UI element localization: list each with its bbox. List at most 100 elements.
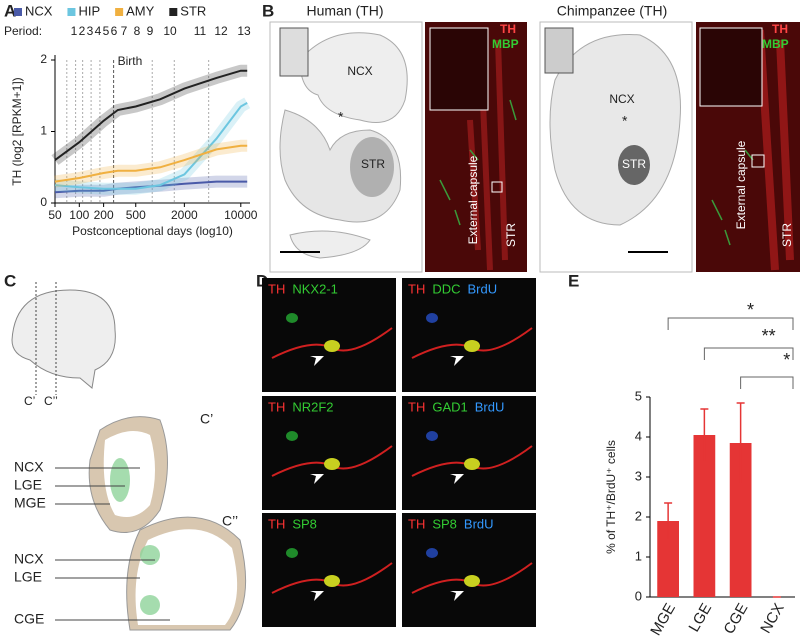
- x-axis-label: Postconceptional days (log10): [72, 224, 233, 238]
- significance-label: *: [747, 300, 754, 320]
- legend-label: HIP: [78, 3, 100, 18]
- channel-label: BrdU: [475, 399, 505, 414]
- stain-label: TH: [772, 22, 788, 36]
- micrograph: [402, 513, 536, 627]
- y-tick-label: 1: [635, 548, 642, 563]
- annotation: Birth: [118, 54, 143, 68]
- cell: [464, 575, 480, 587]
- region-label: MGE: [14, 495, 46, 511]
- brain-section: [299, 32, 408, 123]
- region-label: External capsule: [734, 140, 748, 229]
- panel-b: Human (TH) Chimpanzee (TH) NCX STR * TH …: [269, 3, 800, 273]
- legend-label: AMY: [126, 3, 155, 18]
- asterisk: *: [338, 109, 344, 125]
- y-tick-label: 2: [40, 52, 47, 66]
- legend-swatch: [169, 8, 178, 16]
- eminence: [140, 545, 160, 565]
- channel-label: SP8: [292, 516, 317, 531]
- region-label: STR: [504, 223, 518, 247]
- micrograph: [262, 278, 396, 392]
- region-label: NCX: [347, 64, 372, 78]
- channel-label: NR2F2: [292, 399, 333, 414]
- cell: [286, 548, 298, 558]
- period-number: 9: [147, 24, 154, 38]
- inset-box: [751, 154, 765, 168]
- stain-label: TH: [500, 22, 516, 36]
- x-tick-label: NCX: [757, 600, 788, 636]
- cell: [426, 431, 438, 441]
- y-tick-label: 3: [635, 468, 642, 483]
- legend-swatch: [67, 8, 76, 16]
- period-label: Period:: [4, 24, 42, 38]
- cell: [324, 458, 340, 470]
- x-tick-label: 2000: [171, 208, 198, 222]
- channel-label: TH: [408, 281, 425, 296]
- panel-d: TH NKX2-1 TH DDC BrdU TH NR2F2 TH GAD1 BrdU TH SP8 T…: [262, 278, 536, 627]
- panel-letter: B: [262, 1, 274, 20]
- panel-letter: E: [568, 271, 579, 290]
- panel-c: C’ C’’ C’ C’’ NCX LGE MGE NCX LGE CGE: [11, 282, 247, 631]
- significance-label: *: [783, 350, 790, 370]
- brain-section: [549, 34, 681, 226]
- legend-label: NCX: [25, 3, 53, 18]
- bar: [729, 443, 752, 597]
- y-tick-label: 0: [635, 588, 642, 603]
- micrograph: [262, 513, 396, 627]
- period-number: 8: [134, 24, 141, 38]
- cell: [464, 458, 480, 470]
- arrowhead: [310, 591, 324, 601]
- region-label: External capsule: [466, 155, 480, 244]
- eminence: [140, 595, 160, 615]
- inset: [279, 27, 309, 77]
- significance-label: **: [762, 326, 776, 346]
- y-tick-label: 5: [635, 388, 642, 403]
- x-tick-label: 10000: [224, 208, 258, 222]
- channel-label: TH: [268, 516, 285, 531]
- period-number: 12: [214, 24, 228, 38]
- y-axis-label: TH (log2 [RPKM+1]): [10, 77, 24, 185]
- section-label: C’: [24, 394, 35, 408]
- cell: [286, 431, 298, 441]
- striatum: [350, 137, 394, 197]
- channel-label: TH: [408, 516, 425, 531]
- region-label: CGE: [14, 611, 44, 627]
- micrograph: [402, 396, 536, 510]
- cell: [426, 548, 438, 558]
- channel-label: BrdU: [468, 281, 498, 296]
- period-number: 1: [71, 24, 78, 38]
- brain-drawing: [11, 289, 116, 389]
- stain-label: MBP: [762, 37, 789, 51]
- inset: [429, 27, 489, 111]
- channel-label: GAD1: [432, 399, 467, 414]
- stain-label: MBP: [492, 37, 519, 51]
- arrowhead: [450, 356, 464, 366]
- channel-label: TH: [268, 399, 285, 414]
- fiber: [439, 99, 517, 226]
- y-tick-label: 1: [40, 124, 47, 138]
- arrowhead: [450, 474, 464, 484]
- inset: [544, 27, 574, 74]
- line: [54, 69, 248, 161]
- region-label: STR: [780, 223, 794, 247]
- panel-title: Chimpanzee (TH): [557, 3, 667, 19]
- x-tick-label: MGE: [647, 600, 679, 638]
- bar: [693, 435, 716, 597]
- micrograph: [262, 396, 396, 510]
- cell: [464, 340, 480, 352]
- legend-swatch: [14, 8, 22, 16]
- eminence: [110, 458, 130, 502]
- striatum: [618, 145, 650, 185]
- period-number: 11: [194, 24, 207, 38]
- line: [54, 144, 248, 183]
- y-tick-label: 4: [635, 428, 642, 443]
- period-number: 2: [79, 24, 86, 38]
- line: [54, 102, 248, 190]
- y-axis-label: % of TH⁺/BrdU⁺ cells: [604, 440, 618, 554]
- period-number: 3: [87, 24, 94, 38]
- arrowhead: [310, 474, 324, 484]
- y-tick-label: 2: [635, 508, 642, 523]
- x-tick-label: 200: [94, 208, 114, 222]
